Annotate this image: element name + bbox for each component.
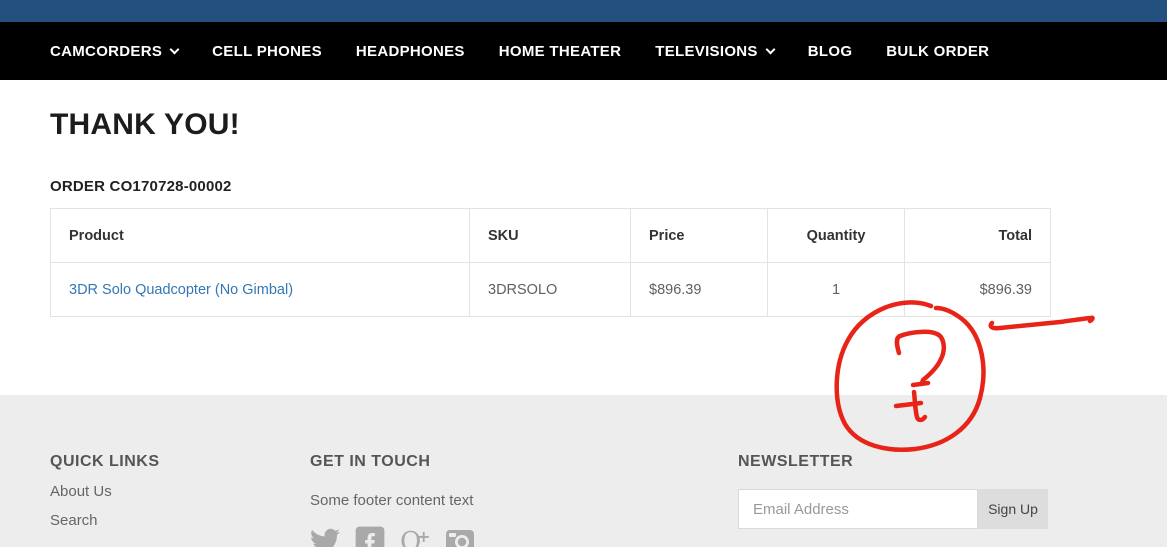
nav-item-label: TELEVISIONS xyxy=(655,42,758,60)
order-table: Product SKU Price Quantity Total 3DR Sol… xyxy=(50,208,1051,317)
cell-quantity: 1 xyxy=(767,262,905,317)
svg-text:+: + xyxy=(417,527,430,546)
nav-item-label: BULK ORDER xyxy=(886,42,990,60)
cell-price: $896.39 xyxy=(630,262,768,317)
footer-content-text: Some footer content text xyxy=(310,492,474,509)
footer-link-search[interactable]: Search xyxy=(50,512,98,529)
nav-item-bulk-order[interactable]: BULK ORDER xyxy=(886,43,989,60)
social-icons-row: Q + xyxy=(310,526,475,547)
order-number-heading: ORDER CO170728-00002 xyxy=(50,178,232,195)
column-header-quantity: Quantity xyxy=(767,208,905,263)
nav-item-label: HOME THEATER xyxy=(498,42,622,60)
nav-item-televisions[interactable]: TELEVISIONS xyxy=(655,42,776,60)
signup-button[interactable]: Sign Up xyxy=(978,489,1048,529)
cell-total: $896.39 xyxy=(904,262,1051,317)
product-link[interactable]: 3DR Solo Quadcopter (No Gimbal) xyxy=(69,281,294,298)
column-header-product: Product xyxy=(50,208,470,263)
get-in-touch-heading: GET IN TOUCH xyxy=(310,453,431,470)
nav-item-cell-phones[interactable]: CELL PHONES xyxy=(212,43,322,60)
nav-item-camcorders[interactable]: CAMCORDERS xyxy=(50,42,180,60)
newsletter-heading: NEWSLETTER xyxy=(738,453,854,470)
table-header-row: Product SKU Price Quantity Total xyxy=(50,208,1051,263)
column-header-price: Price xyxy=(630,208,768,263)
cell-sku: 3DRSOLO xyxy=(469,262,631,317)
footer: QUICK LINKS About Us Search GET IN TOUCH… xyxy=(0,395,1167,547)
nav-item-label: CAMCORDERS xyxy=(50,42,163,60)
chevron-down-icon xyxy=(765,44,776,54)
column-header-total: Total xyxy=(904,208,1051,263)
nav-item-blog[interactable]: BLOG xyxy=(808,43,853,60)
nav-item-label: BLOG xyxy=(807,42,853,60)
footer-link-about-us[interactable]: About Us xyxy=(50,483,112,500)
svg-text:Q: Q xyxy=(400,527,421,547)
page-title: THANK YOU! xyxy=(50,108,240,141)
nav-item-label: CELL PHONES xyxy=(212,42,322,60)
annotation-side-stroke xyxy=(988,315,1095,331)
column-header-sku: SKU xyxy=(469,208,631,263)
main-nav: CAMCORDERS CELL PHONES HEADPHONES HOME T… xyxy=(0,22,1167,80)
nav-item-label: HEADPHONES xyxy=(355,42,465,60)
newsletter-form: Sign Up xyxy=(738,489,1048,529)
annotation-question-mark xyxy=(894,329,947,388)
nav-item-home-theater[interactable]: HOME THEATER xyxy=(499,43,622,60)
footer-get-in-touch-section: GET IN TOUCH Some footer content text Q + xyxy=(310,453,475,547)
footer-quick-links-section: QUICK LINKS About Us Search xyxy=(50,453,170,529)
chevron-down-icon xyxy=(169,44,180,54)
quick-links-heading: QUICK LINKS xyxy=(50,453,160,470)
browser-top-bar xyxy=(0,0,1167,22)
table-row: 3DR Solo Quadcopter (No Gimbal) 3DRSOLO … xyxy=(50,262,1051,317)
facebook-icon[interactable] xyxy=(355,526,385,547)
twitter-icon[interactable] xyxy=(310,526,340,547)
footer-newsletter-section: NEWSLETTER Sign Up xyxy=(738,453,1048,529)
cell-product: 3DR Solo Quadcopter (No Gimbal) xyxy=(50,262,470,317)
camera-icon[interactable] xyxy=(445,526,475,547)
nav-item-headphones[interactable]: HEADPHONES xyxy=(356,43,465,60)
google-plus-icon[interactable]: Q + xyxy=(400,526,430,547)
email-address-input[interactable] xyxy=(738,489,978,529)
